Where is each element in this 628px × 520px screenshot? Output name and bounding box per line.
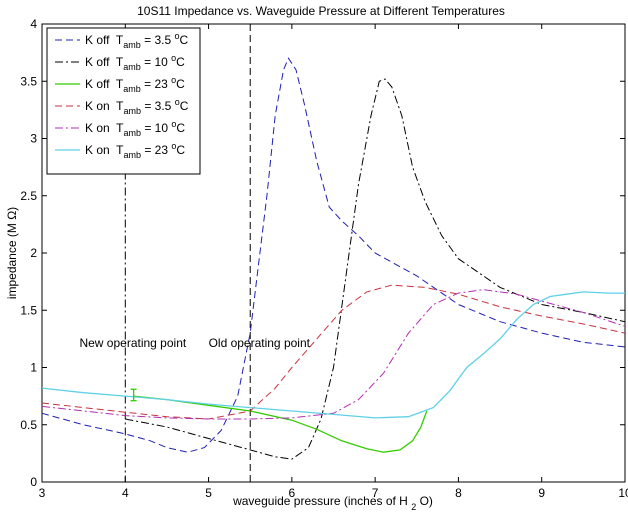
series-line (41, 291, 625, 419)
series-group (41, 57, 626, 460)
x-axis-label: waveguide pressure (inches of H 2 O) (232, 494, 433, 513)
series-line (125, 78, 626, 460)
x-axis-label-main: waveguide pressure (inches of H (232, 494, 408, 508)
legend-label: K on Tamb = 3.5 oC (85, 97, 189, 116)
y-tick-label: 1 (30, 361, 37, 375)
series-line (41, 284, 626, 420)
annotation-label: New operating point (79, 336, 186, 350)
legend-items: K off Tamb = 3.5 oC K off Tamb = 10 oC K o… (55, 31, 189, 160)
legend: K off Tamb = 3.5 oC K off Tamb = 10 oC K o… (46, 27, 201, 175)
x-tick-label: 9 (538, 486, 545, 500)
series-line (133, 395, 428, 453)
y-tick-label: 3.5 (20, 74, 37, 88)
annotations: New operating point Old operating point (79, 336, 310, 350)
y-tick-label: 0 (30, 475, 37, 489)
y-tick-label: 1.5 (20, 303, 37, 317)
y-tick-label: 2 (30, 246, 37, 260)
series-line (41, 289, 626, 420)
x-axis-label-sub: 2 (411, 502, 416, 512)
x-tick-label: 4 (122, 486, 129, 500)
chart-title: 10S11 Impedance vs. Waveguide Pressure a… (137, 4, 505, 18)
axis-ticks: 3 4 5 6 7 8 9 10 0 0.5 1 1.5 2 2.5 3 3.5 4 (20, 17, 628, 500)
legend-label: K off Tamb = 10 oC (85, 53, 185, 72)
legend-label: K off Tamb = 3.5 oC (85, 31, 188, 50)
y-axis-label: impedance (M Ω) (5, 207, 19, 299)
y-tick-label: 4 (30, 17, 37, 31)
legend-label: K off Tamb = 23 oC (85, 75, 185, 94)
x-tick-label: 6 (289, 486, 296, 500)
annotation-label: Old operating point (209, 336, 311, 350)
x-axis-label-tail: O) (420, 494, 433, 508)
x-tick-label: 10 (618, 486, 628, 500)
x-tick-label: 5 (205, 486, 212, 500)
y-tick-label: 3 (30, 132, 37, 146)
x-tick-label: 8 (455, 486, 462, 500)
x-tick-label: 3 (39, 486, 46, 500)
legend-label: K on Tamb = 10 oC (85, 119, 185, 138)
series-line (41, 57, 626, 453)
x-tick-label: 7 (372, 486, 379, 500)
y-tick-label: 0.5 (20, 418, 37, 432)
legend-label: K on Tamb = 23 oC (85, 141, 185, 160)
y-tick-label: 2.5 (20, 189, 37, 203)
